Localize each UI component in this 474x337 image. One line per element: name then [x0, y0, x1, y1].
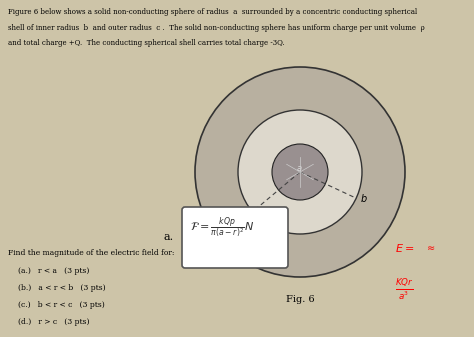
- Text: $E=$: $E=$: [395, 242, 414, 254]
- Circle shape: [195, 67, 405, 277]
- Text: (d.)   r > c   (3 pts): (d.) r > c (3 pts): [18, 318, 90, 326]
- Text: b: b: [360, 194, 366, 204]
- Text: (b.)   a < r < b   (3 pts): (b.) a < r < b (3 pts): [18, 284, 106, 292]
- Text: Find the magnitude of the electric field for:: Find the magnitude of the electric field…: [8, 249, 174, 257]
- Text: a: a: [296, 163, 301, 173]
- Text: $\mathcal{F} = \frac{kQp}{\pi(a-r)^2}N$: $\mathcal{F} = \frac{kQp}{\pi(a-r)^2}N$: [190, 215, 255, 240]
- Text: c: c: [201, 234, 207, 244]
- FancyBboxPatch shape: [182, 207, 288, 268]
- Text: Figure 6 below shows a solid non-conducting sphere of radius  a  surrounded by a: Figure 6 below shows a solid non-conduct…: [8, 8, 417, 16]
- Text: $\approx$: $\approx$: [425, 242, 436, 252]
- Text: Fig. 6: Fig. 6: [286, 295, 314, 304]
- Text: (c.)   b < r < c   (3 pts): (c.) b < r < c (3 pts): [18, 301, 105, 309]
- Circle shape: [238, 110, 362, 234]
- Text: a.: a.: [163, 233, 173, 243]
- Text: (a.)   r < a   (3 pts): (a.) r < a (3 pts): [18, 267, 90, 275]
- Text: and total charge +Q.  The conducting spherical shell carries total charge -3Q.: and total charge +Q. The conducting sphe…: [8, 39, 285, 47]
- Text: $\frac{KQr}{a^3}$: $\frac{KQr}{a^3}$: [395, 277, 414, 302]
- Text: shell of inner radius  b  and outer radius  c .  The solid non-conducting sphere: shell of inner radius b and outer radius…: [8, 24, 425, 31]
- Circle shape: [272, 144, 328, 200]
